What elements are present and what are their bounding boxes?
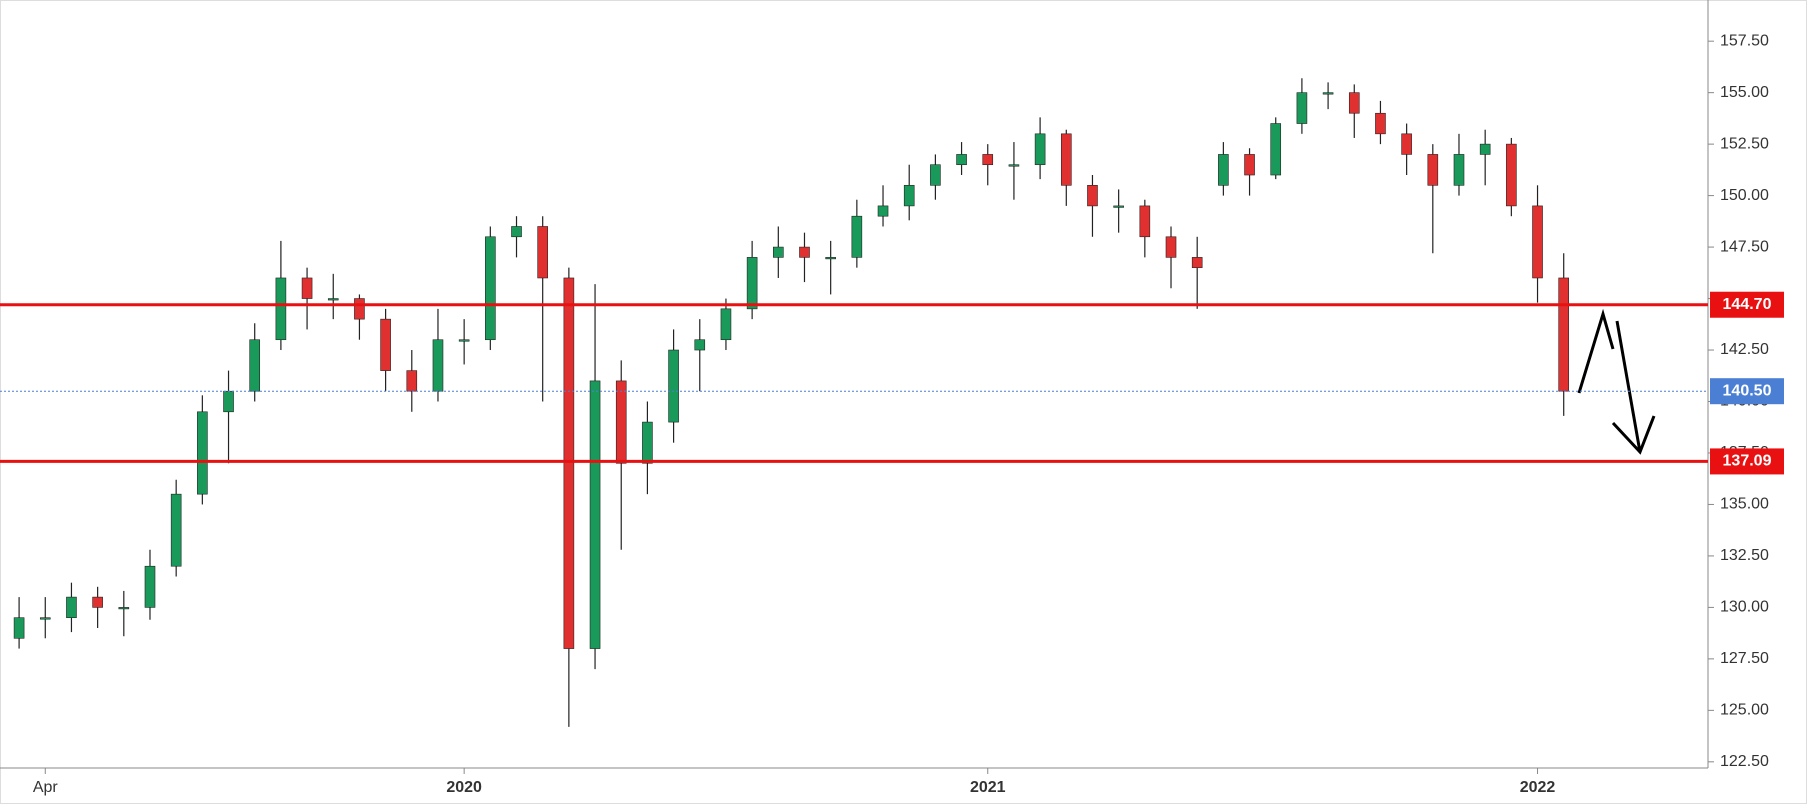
candle-body: [1401, 133, 1412, 155]
candle-body: [1558, 277, 1570, 392]
candle-body: [694, 339, 706, 351]
candle-body: [301, 277, 313, 299]
candle-body: [1348, 92, 1360, 114]
candle-body: [903, 185, 915, 207]
x-tick-label: Apr: [33, 779, 59, 796]
candle-body: [275, 277, 287, 341]
x-tick-label: 2020: [446, 779, 482, 796]
y-tick-label: 132.50: [1720, 547, 1769, 564]
candle-body: [1008, 164, 1020, 167]
x-tick-label: 2021: [970, 779, 1006, 796]
candle-body: [1270, 123, 1282, 176]
x-tick-label: 2022: [1520, 779, 1556, 796]
candle-body: [66, 596, 77, 618]
candle-body: [1034, 133, 1046, 166]
level-label: 144.70: [1723, 296, 1772, 313]
candle-body: [982, 154, 994, 166]
candle-body: [380, 318, 391, 371]
candle-body: [825, 257, 836, 260]
y-tick-label: 147.50: [1720, 238, 1769, 255]
candle-body: [1453, 154, 1465, 186]
candle-body: [406, 370, 418, 392]
y-tick-label: 130.00: [1720, 599, 1769, 616]
candle-body: [170, 493, 182, 567]
candle-body: [327, 298, 339, 301]
candle-body: [1165, 236, 1177, 258]
candle-body: [485, 236, 496, 341]
candle-body: [1060, 133, 1072, 186]
y-tick-label: 135.00: [1720, 496, 1769, 513]
candle-body: [432, 339, 444, 392]
candle-body: [1139, 205, 1151, 238]
candle-body: [563, 277, 575, 649]
candle-body: [930, 164, 941, 186]
candle-body: [746, 257, 758, 310]
candle-body: [223, 390, 234, 413]
level-label: 137.09: [1723, 453, 1772, 470]
candle-body: [589, 380, 601, 649]
y-tick-label: 150.00: [1720, 187, 1769, 204]
annotation-arrows: [1577, 308, 1656, 455]
candle-body: [1113, 205, 1124, 208]
current-price-tag: [1710, 378, 1784, 405]
candle-body: [615, 380, 627, 464]
candle-body: [851, 215, 863, 258]
candle-body: [1427, 154, 1439, 186]
candle-body: [1506, 143, 1517, 207]
y-tick-label: 152.50: [1720, 135, 1769, 152]
level-tag: [1710, 291, 1784, 318]
candle-body: [642, 421, 653, 464]
y-tick-label: 157.50: [1720, 32, 1769, 49]
y-tick-label: 155.00: [1720, 84, 1769, 101]
candle-body: [39, 617, 51, 620]
candle-body: [118, 607, 130, 610]
candle-body: [1218, 154, 1229, 186]
arrow-down: [1615, 320, 1642, 453]
candle-body: [773, 246, 784, 258]
current-price-label: 140.50: [1723, 382, 1772, 399]
candle-body: [799, 246, 810, 258]
candle-body: [1296, 92, 1308, 124]
y-tick-label: 122.50: [1720, 753, 1769, 770]
candle-body: [144, 565, 156, 608]
candle-body: [1479, 143, 1491, 155]
arrow-head: [1611, 415, 1656, 455]
candle-body: [249, 339, 261, 392]
candle-body: [720, 308, 732, 341]
candle-body: [877, 205, 889, 217]
arrow-up: [1577, 308, 1615, 394]
candle-body: [956, 154, 967, 166]
level-tag: [1710, 448, 1784, 475]
candle-body: [1191, 257, 1203, 268]
y-tick-label: 142.50: [1720, 341, 1769, 358]
candle-body: [354, 298, 365, 320]
candle-body: [458, 339, 470, 342]
candle-body: [1532, 205, 1543, 279]
candle-body: [537, 226, 548, 279]
candle-body: [1375, 112, 1386, 135]
candle-body: [92, 596, 103, 608]
candle-body: [668, 349, 679, 423]
candle-body: [1087, 185, 1098, 207]
candle-body: [13, 617, 25, 639]
y-tick-label: 125.00: [1720, 702, 1769, 719]
candle-body: [197, 411, 208, 495]
candle-body: [1322, 92, 1334, 95]
candle-body: [511, 226, 522, 238]
y-tick-label: 127.50: [1720, 650, 1769, 667]
candle-body: [1244, 154, 1255, 176]
